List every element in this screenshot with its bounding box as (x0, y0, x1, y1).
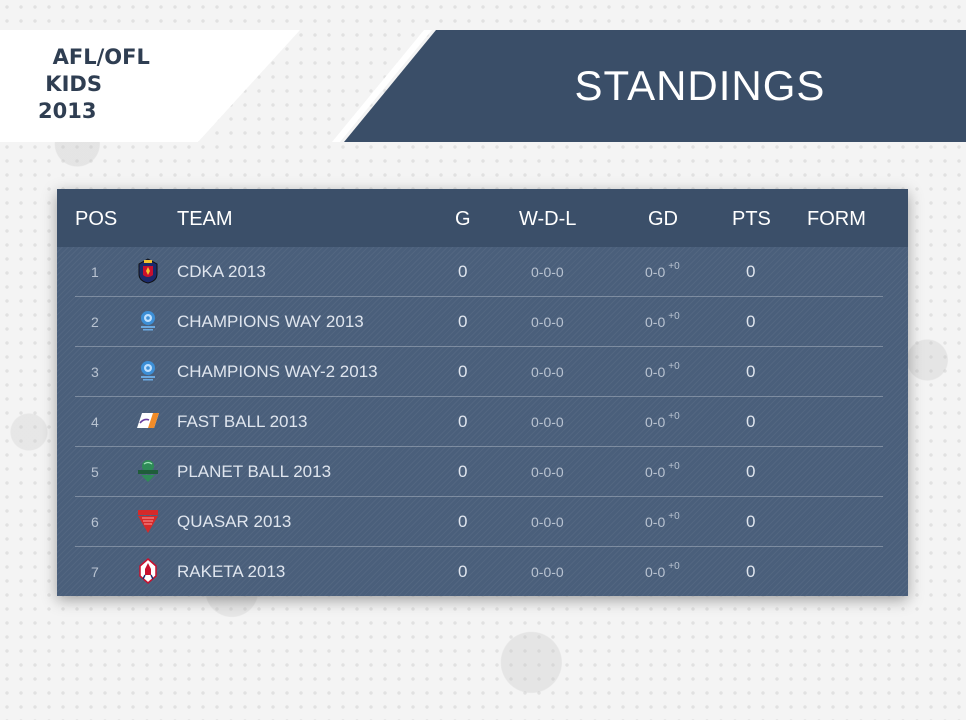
table-row[interactable]: 6 QUASAR 2013 0 0-0-0 0-0 +0 0 (57, 497, 908, 547)
goal-difference: 0-0 +0 (645, 361, 680, 380)
column-header-pos: POS (75, 208, 118, 230)
goals-for-against: 0-0 (645, 314, 666, 330)
row-position: 4 (91, 414, 99, 430)
team-name[interactable]: FAST BALL 2013 (177, 412, 308, 431)
team-name[interactable]: CDKA 2013 (177, 262, 266, 281)
team-name[interactable]: CHAMPIONS WAY 2013 (177, 312, 364, 331)
goals-for-against: 0-0 (645, 564, 666, 580)
games-played: 0 (458, 512, 468, 531)
column-header-form: FORM (807, 208, 866, 230)
goal-difference: 0-0 +0 (645, 311, 680, 330)
row-position: 2 (91, 314, 99, 330)
table-row[interactable]: 4 FAST BALL 2013 0 0-0-0 0-0 +0 0 (57, 397, 908, 447)
goal-difference-value: +0 (668, 261, 680, 272)
goal-difference: 0-0 +0 (645, 461, 680, 480)
games-played: 0 (458, 462, 468, 481)
table-row[interactable]: 1 CDKA 2013 0 0-0-0 0-0 +0 0 (57, 247, 908, 297)
goal-difference: 0-0 +0 (645, 261, 680, 280)
row-position: 3 (91, 364, 99, 380)
planet-ball-crest-icon (138, 460, 158, 482)
win-draw-loss: 0-0-0 (531, 264, 564, 280)
points: 0 (746, 512, 756, 531)
table-header: POS TEAM G W-D-L GD PTS FORM (57, 189, 908, 247)
standings-table: POS TEAM G W-D-L GD PTS FORM 1 CDKA 2013… (57, 189, 908, 596)
champions-way-crest-icon (141, 311, 155, 331)
goal-difference-value: +0 (668, 311, 680, 322)
goals-for-against: 0-0 (645, 464, 666, 480)
row-divider (75, 396, 883, 397)
win-draw-loss: 0-0-0 (531, 414, 564, 430)
table-row[interactable]: 5 PLANET BALL 2013 0 0-0-0 0-0 +0 0 (57, 447, 908, 497)
fast-ball-crest-icon (137, 413, 159, 428)
goal-difference-value: +0 (668, 461, 680, 472)
team-name[interactable]: QUASAR 2013 (177, 512, 292, 531)
cdka-crest-icon (138, 258, 158, 284)
column-header-goal-difference: GD (648, 208, 678, 230)
goal-difference: 0-0 +0 (645, 411, 680, 430)
row-divider (75, 546, 883, 547)
team-name[interactable]: CHAMPIONS WAY-2 2013 (177, 362, 378, 381)
brand-title: AFL/OFL KIDS 2013 (38, 45, 150, 123)
points: 0 (746, 412, 756, 431)
goals-for-against: 0-0 (645, 514, 666, 530)
points: 0 (746, 562, 756, 581)
column-header-wdl: W-D-L (519, 208, 577, 230)
header-bar (344, 30, 966, 142)
raketa-crest-icon (139, 558, 157, 584)
column-header-points: PTS (732, 208, 771, 230)
points: 0 (746, 462, 756, 481)
goal-difference-value: +0 (668, 411, 680, 422)
page-title: STANDINGS (574, 62, 826, 109)
games-played: 0 (458, 412, 468, 431)
table-row[interactable]: 3 CHAMPIONS WAY-2 2013 0 0-0-0 0-0 +0 0 (57, 347, 908, 397)
row-position: 6 (91, 514, 99, 530)
team-name[interactable]: RAKETA 2013 (177, 562, 286, 581)
points: 0 (746, 362, 756, 381)
row-divider (75, 446, 883, 447)
goal-difference-value: +0 (668, 511, 680, 522)
goals-for-against: 0-0 (645, 364, 666, 380)
row-position: 5 (91, 464, 99, 480)
win-draw-loss: 0-0-0 (531, 364, 564, 380)
games-played: 0 (458, 262, 468, 281)
row-divider (75, 296, 883, 297)
champions-way-crest-icon (141, 361, 155, 381)
quasar-crest-icon (138, 510, 158, 533)
goals-for-against: 0-0 (645, 264, 666, 280)
win-draw-loss: 0-0-0 (531, 464, 564, 480)
goal-difference-value: +0 (668, 561, 680, 572)
win-draw-loss: 0-0-0 (531, 564, 564, 580)
win-draw-loss: 0-0-0 (531, 314, 564, 330)
goals-for-against: 0-0 (645, 414, 666, 430)
team-name[interactable]: PLANET BALL 2013 (177, 462, 332, 481)
row-divider (75, 496, 883, 497)
row-divider (75, 346, 883, 347)
row-position: 1 (91, 264, 99, 280)
goal-difference-value: +0 (668, 361, 680, 372)
games-played: 0 (458, 312, 468, 331)
points: 0 (746, 312, 756, 331)
goal-difference: 0-0 +0 (645, 561, 680, 580)
goal-difference: 0-0 +0 (645, 511, 680, 530)
table-row[interactable]: 7 RAKETA 2013 0 0-0-0 0-0 +0 0 (57, 547, 908, 597)
row-position: 7 (91, 564, 99, 580)
win-draw-loss: 0-0-0 (531, 514, 564, 530)
games-played: 0 (458, 362, 468, 381)
table-row[interactable]: 2 CHAMPIONS WAY 2013 0 0-0-0 0-0 +0 0 (57, 297, 908, 347)
column-header-team: TEAM (177, 208, 233, 230)
column-header-games: G (455, 208, 471, 230)
games-played: 0 (458, 562, 468, 581)
points: 0 (746, 262, 756, 281)
